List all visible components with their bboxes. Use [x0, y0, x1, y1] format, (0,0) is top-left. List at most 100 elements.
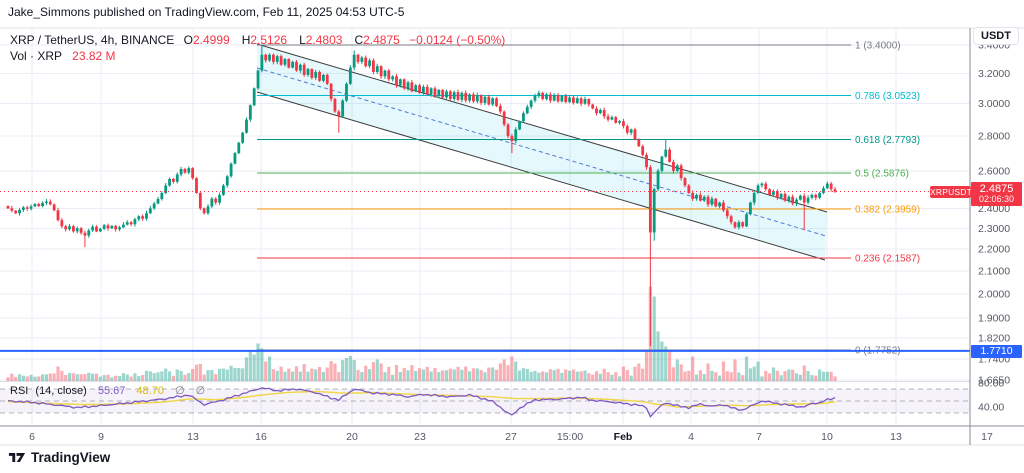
candle-body [272, 54, 275, 62]
alert-price-tag: 1.7710 [971, 345, 1022, 358]
candle-body [18, 209, 21, 214]
low-label: L [299, 33, 306, 47]
candle-body [445, 91, 448, 98]
volume-bar [456, 366, 460, 382]
symbol-legend[interactable]: XRP / TetherUS, 4h, BINANCE O2.4999 H2.51… [10, 33, 511, 47]
volume-bar [514, 361, 518, 382]
candle-body [579, 98, 583, 104]
candle-body [222, 185, 225, 195]
channel-upper-line [256, 43, 828, 213]
candle-body [468, 94, 471, 101]
volume-bar [548, 369, 552, 382]
volume-bar [171, 375, 175, 382]
volume-bar [94, 373, 99, 382]
price-axis-label: 1.6650 [978, 374, 1010, 386]
volume-bar [610, 374, 614, 382]
candle-body [702, 196, 706, 201]
volume-bar [110, 377, 114, 382]
candle-body [775, 191, 779, 198]
volume-bar [560, 372, 564, 382]
candle-body [598, 109, 602, 114]
candle-body [198, 192, 202, 209]
volume-bar [37, 376, 41, 382]
candle-body [591, 104, 595, 109]
volume-bar [521, 368, 526, 382]
candle-body [333, 99, 337, 112]
volume-legend[interactable]: Vol · XRP 23.82 M [10, 49, 116, 63]
volume-bar [41, 374, 45, 382]
candle-body [610, 117, 614, 120]
published-bar: Jake_Simmons published on TradingView.co… [8, 5, 405, 19]
volume-bar [491, 367, 495, 382]
candle-body [214, 198, 218, 203]
candle-body [6, 206, 10, 209]
volume-bar [556, 368, 560, 382]
volume-bar [260, 348, 264, 382]
close-label: C [354, 33, 364, 47]
fib-label: 1 (3.4000) [855, 41, 901, 52]
candle-body [183, 169, 187, 173]
rsi-legend[interactable]: RSI (14, close) 55.67 48.70 ∅ ∅ [10, 384, 205, 397]
candle-body [348, 67, 352, 84]
candle-body [202, 208, 206, 214]
volume-bar [29, 374, 33, 382]
open-value: 2.4999 [192, 33, 230, 47]
volume-bar [410, 365, 414, 382]
volume-bar [241, 368, 245, 382]
volume-bar [594, 371, 599, 382]
fib-label: 0.786 (3.0523) [855, 91, 920, 102]
volume-bar [694, 374, 699, 382]
candle-body [302, 64, 306, 75]
candle-body [422, 86, 425, 93]
price-axis-label: 3.2000 [978, 68, 1010, 80]
candle-body [187, 168, 191, 173]
candle-body [291, 61, 295, 68]
volume-bar [664, 346, 668, 382]
candle-body [98, 228, 102, 232]
volume-bar [325, 367, 329, 382]
candle-body [175, 174, 179, 182]
candle-body [529, 100, 533, 107]
volume-bar [625, 370, 629, 382]
tradingview-logo[interactable]: TradingView [8, 450, 110, 465]
tradingview-logo-icon [8, 453, 26, 462]
candle-body [179, 169, 183, 175]
candle-body [245, 119, 248, 133]
time-axis-label: 23 [414, 431, 426, 443]
volume-bar [67, 373, 72, 382]
volume-bar [341, 360, 345, 382]
candle-body [564, 95, 568, 103]
candle-body [556, 95, 560, 102]
volume-bar [591, 374, 595, 382]
volume-bar [421, 369, 426, 382]
candle-body [141, 216, 145, 219]
rsi-params: (14, close) [35, 385, 87, 397]
candle-body [287, 59, 291, 68]
candle-body [14, 210, 18, 214]
volume-bar [60, 370, 64, 382]
volume-bar [160, 371, 164, 382]
volume-bar [760, 376, 764, 382]
volume-bar [302, 364, 306, 382]
price-axis-label: 2.6000 [978, 165, 1010, 177]
candle-body [822, 188, 825, 193]
rsi-axis-label: 80.00 [978, 378, 1004, 390]
volume-bar [671, 367, 676, 382]
currency-toggle-button[interactable]: USDT [973, 27, 1019, 45]
candle-body [783, 193, 787, 201]
rsi-line [7, 387, 836, 418]
volume-bar [806, 371, 810, 382]
volume-bar [129, 376, 133, 382]
candle-body [195, 178, 198, 193]
candle-body [314, 71, 318, 78]
candle-body [748, 202, 752, 215]
candle-body [210, 198, 214, 207]
candle-body [325, 74, 329, 84]
candle-body [37, 204, 41, 207]
candle-body [522, 113, 525, 122]
volume-bar [283, 371, 287, 382]
price-line-symbol-badge: XRPUSDT [930, 186, 973, 198]
volume-bar [637, 363, 641, 382]
candle-body [606, 116, 610, 120]
